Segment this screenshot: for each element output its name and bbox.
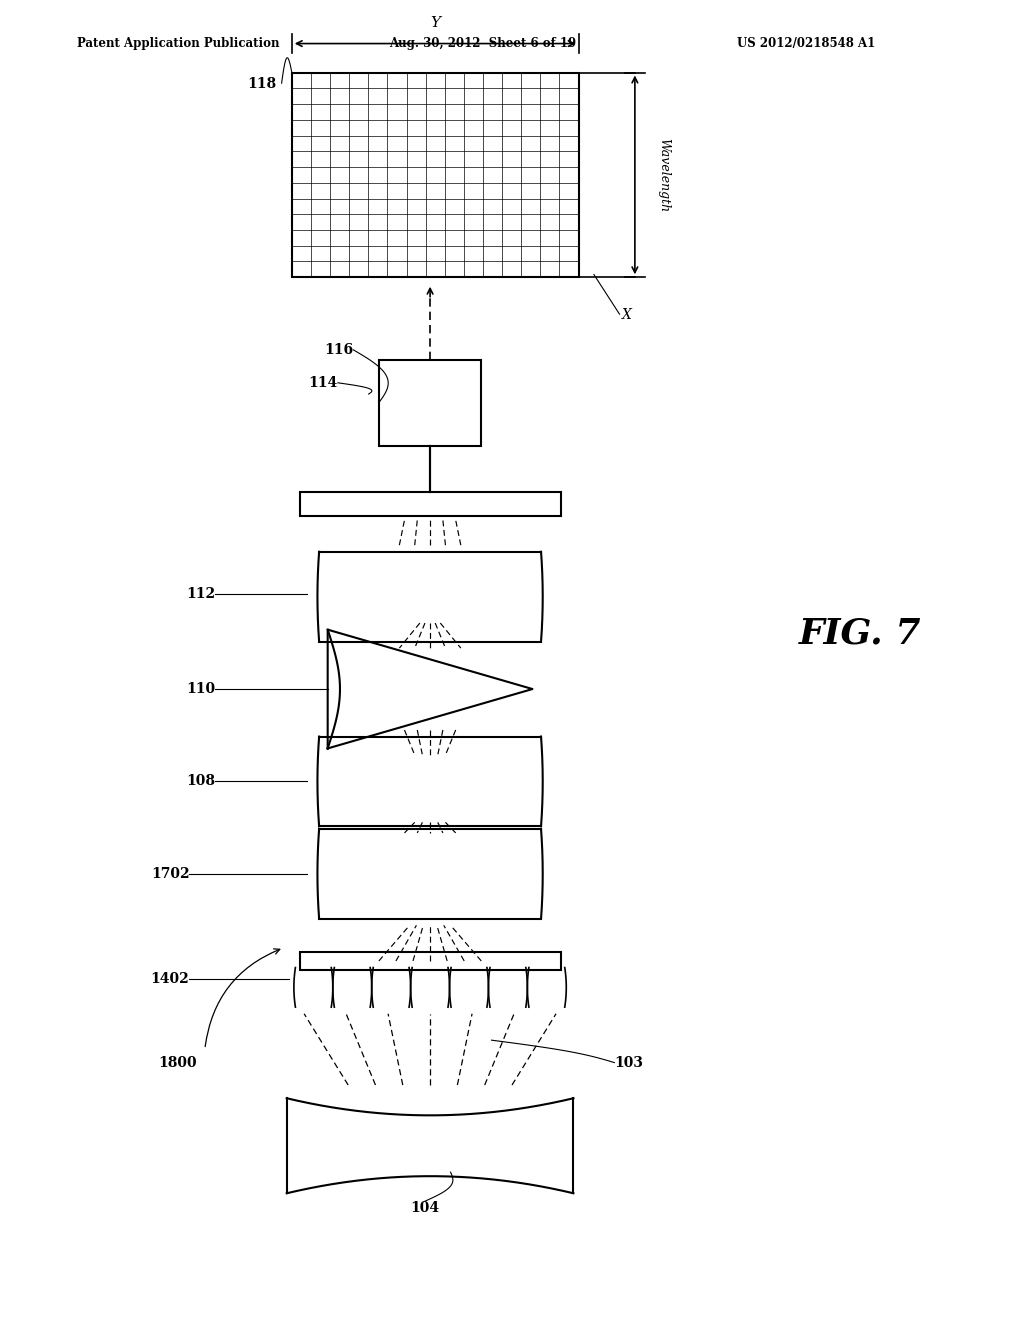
Bar bbox=[379, 359, 481, 446]
Bar bbox=[299, 952, 561, 970]
Text: 114: 114 bbox=[308, 376, 338, 389]
Text: 108: 108 bbox=[186, 775, 215, 788]
Text: 1402: 1402 bbox=[151, 973, 189, 986]
Text: 112: 112 bbox=[186, 587, 215, 601]
Bar bbox=[299, 492, 561, 516]
Text: 103: 103 bbox=[614, 1056, 643, 1069]
Text: 110: 110 bbox=[186, 682, 215, 696]
Text: Wavelength: Wavelength bbox=[657, 137, 671, 213]
Text: 104: 104 bbox=[411, 1201, 439, 1216]
Text: 118: 118 bbox=[248, 77, 276, 91]
Text: 1702: 1702 bbox=[151, 867, 189, 880]
Text: FIG. 7: FIG. 7 bbox=[799, 616, 922, 651]
Text: Aug. 30, 2012  Sheet 6 of 19: Aug. 30, 2012 Sheet 6 of 19 bbox=[389, 37, 577, 50]
Text: Patent Application Publication: Patent Application Publication bbox=[77, 37, 280, 50]
Text: 1800: 1800 bbox=[159, 1056, 198, 1069]
Text: US 2012/0218548 A1: US 2012/0218548 A1 bbox=[737, 37, 876, 50]
Bar bbox=[292, 73, 579, 277]
Text: Y: Y bbox=[430, 16, 440, 30]
Text: X: X bbox=[622, 308, 632, 322]
Text: 116: 116 bbox=[325, 343, 353, 356]
